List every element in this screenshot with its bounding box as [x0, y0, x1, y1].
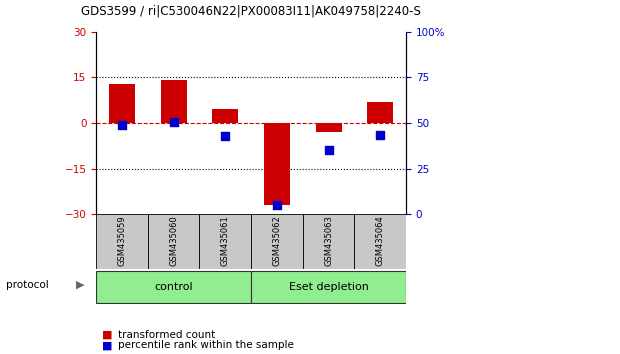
Text: GSM435062: GSM435062: [272, 215, 281, 266]
Text: ■: ■: [102, 330, 113, 339]
Text: GSM435061: GSM435061: [221, 215, 230, 266]
Bar: [212, 109, 238, 123]
Text: GSM435063: GSM435063: [324, 215, 333, 266]
Bar: [367, 102, 393, 123]
Point: [324, 148, 334, 153]
Bar: [355, 214, 406, 269]
Text: Eset depletion: Eset depletion: [289, 282, 368, 292]
Text: GSM435060: GSM435060: [169, 215, 178, 266]
Text: transformed count: transformed count: [118, 330, 215, 339]
Text: GDS3599 / ri|C530046N22|PX00083I11|AK049758|2240-S: GDS3599 / ri|C530046N22|PX00083I11|AK049…: [81, 5, 421, 18]
Bar: [303, 214, 355, 269]
Point: [272, 202, 282, 208]
Bar: [148, 214, 200, 269]
Text: GSM435059: GSM435059: [117, 215, 126, 266]
Bar: [109, 84, 135, 123]
Point: [375, 132, 385, 138]
Point: [220, 133, 230, 139]
Bar: [96, 271, 251, 303]
Point: [117, 122, 127, 128]
Bar: [264, 123, 290, 205]
Bar: [316, 123, 342, 132]
Text: ▶: ▶: [76, 280, 85, 290]
Bar: [200, 214, 251, 269]
Bar: [251, 271, 406, 303]
Text: ■: ■: [102, 340, 113, 350]
Text: control: control: [154, 282, 193, 292]
Text: percentile rank within the sample: percentile rank within the sample: [118, 340, 294, 350]
Bar: [96, 214, 148, 269]
Bar: [161, 80, 187, 123]
Text: protocol: protocol: [6, 280, 49, 290]
Text: GSM435064: GSM435064: [376, 215, 385, 266]
Bar: [251, 214, 303, 269]
Point: [169, 119, 179, 125]
